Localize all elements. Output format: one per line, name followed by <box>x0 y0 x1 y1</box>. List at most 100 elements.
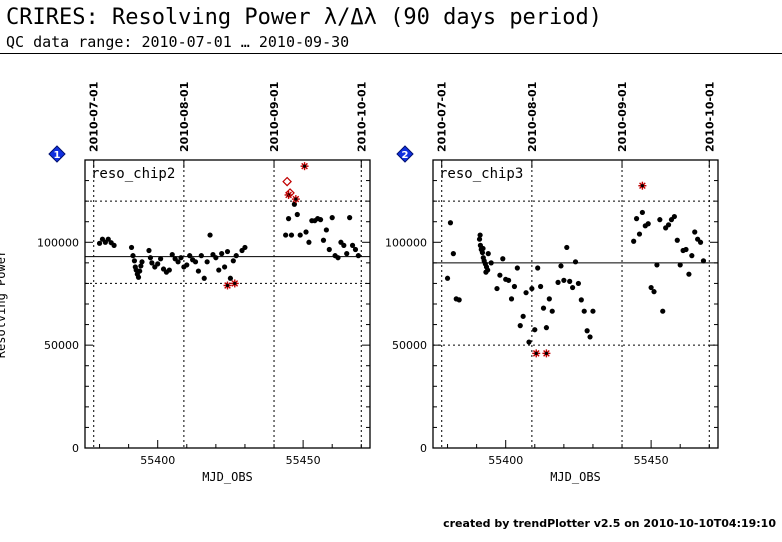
data-point <box>665 222 672 228</box>
header-divider <box>0 53 782 54</box>
data-point <box>549 308 555 314</box>
data-point <box>506 277 512 283</box>
data-point <box>184 262 190 268</box>
data-point <box>335 255 341 261</box>
x-axis-title: MJD_OBS <box>550 470 601 484</box>
data-point <box>303 229 309 235</box>
data-point <box>306 239 312 245</box>
data-point <box>320 237 327 243</box>
outlier-diamond <box>282 176 292 187</box>
data-point <box>523 290 529 296</box>
data-point <box>500 256 506 262</box>
data-point <box>96 240 103 246</box>
data-point <box>590 308 596 314</box>
data-point <box>561 277 567 283</box>
y-tick-label: 100000 <box>385 236 427 249</box>
data-point <box>195 268 202 274</box>
x-axis-title: MJD_OBS <box>202 470 253 484</box>
data-point <box>341 242 347 248</box>
data-point <box>201 275 207 281</box>
top-date-label: 2010-09-01 <box>616 82 629 152</box>
data-point <box>584 328 590 334</box>
data-point <box>207 232 213 238</box>
outlier-star <box>300 162 309 171</box>
page-title: CRIRES: Resolving Power λ/Δλ (90 days pe… <box>6 5 603 30</box>
data-point <box>660 308 666 314</box>
data-point <box>578 297 584 303</box>
data-point <box>128 244 135 251</box>
data-point <box>294 211 300 218</box>
y-tick-label: 50000 <box>392 339 427 352</box>
plot-frame <box>432 159 719 449</box>
data-point <box>283 232 289 238</box>
data-point <box>657 217 663 223</box>
data-point <box>139 259 145 265</box>
data-point <box>532 327 538 333</box>
data-point <box>158 256 164 262</box>
data-point <box>447 220 454 226</box>
data-point <box>645 221 651 227</box>
data-point <box>146 247 152 254</box>
data-point <box>558 263 564 269</box>
data-point <box>130 253 136 259</box>
data-point <box>135 274 142 280</box>
x-tick-label: 55400 <box>488 454 523 467</box>
badge-icon <box>48 145 66 163</box>
data-point <box>187 253 193 259</box>
top-date-label: 2010-09-01 <box>268 82 281 152</box>
outlier-star <box>532 349 541 358</box>
data-point <box>497 272 503 278</box>
data-point <box>683 246 689 253</box>
data-point <box>155 261 161 267</box>
data-point <box>347 215 353 221</box>
data-point <box>671 213 677 220</box>
outlier-star <box>223 281 232 290</box>
data-point <box>677 262 683 268</box>
data-point <box>230 258 236 264</box>
data-point <box>639 209 645 216</box>
data-point <box>224 248 231 255</box>
data-point <box>508 296 515 302</box>
data-point <box>297 232 303 238</box>
x-tick-label: 55450 <box>634 454 669 467</box>
data-point <box>517 323 523 329</box>
top-date-label: 2010-10-01 <box>703 82 716 152</box>
data-point <box>476 236 483 242</box>
chart-panel-2: 55400 55450 0 50000 100000 2010-07-01 2010-08-… <box>385 82 719 484</box>
data-point <box>555 279 561 285</box>
data-point <box>288 232 295 238</box>
data-point <box>494 285 500 292</box>
panel-label: reso_chip3 <box>439 166 523 182</box>
data-point <box>700 258 707 264</box>
data-point <box>355 253 361 259</box>
outlier-star <box>638 181 647 190</box>
data-point <box>587 334 593 340</box>
badge-number: 1 <box>54 150 61 161</box>
data-point <box>138 263 144 269</box>
outlier-center <box>225 283 230 288</box>
data-point <box>479 249 486 256</box>
data-point <box>514 265 520 271</box>
outlier-diamond <box>285 188 295 198</box>
data-point <box>352 246 359 253</box>
data-point <box>216 267 222 273</box>
data-point <box>192 259 199 265</box>
data-point <box>105 236 111 242</box>
top-date-label: 2010-07-01 <box>88 82 101 152</box>
data-point <box>651 289 657 295</box>
data-point <box>569 284 576 291</box>
data-point <box>697 239 704 245</box>
data-point <box>633 216 640 222</box>
data-point <box>349 242 356 248</box>
data-point <box>166 267 172 273</box>
data-point <box>317 217 324 223</box>
data-point <box>242 244 248 251</box>
data-point <box>149 260 155 266</box>
y-tick-label: 0 <box>72 442 79 455</box>
data-point <box>329 215 335 221</box>
outlier-star <box>230 279 239 288</box>
data-point <box>221 264 228 270</box>
data-point <box>456 297 462 303</box>
data-point <box>567 278 573 284</box>
top-date-label: 2010-08-01 <box>526 82 539 152</box>
